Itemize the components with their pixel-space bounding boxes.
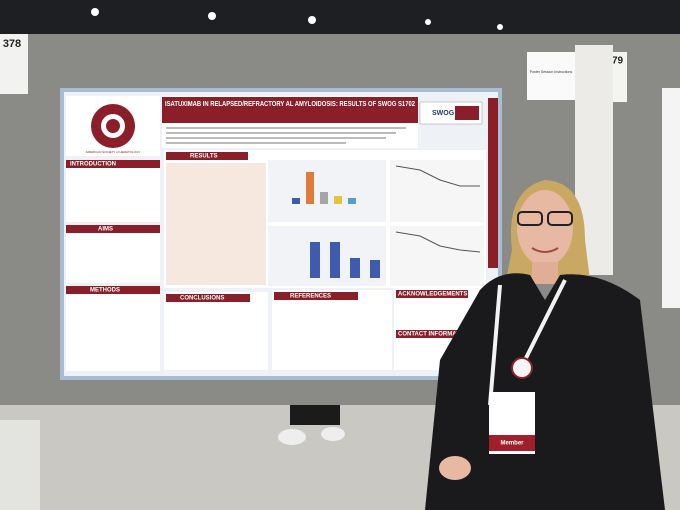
references-panel <box>272 290 392 370</box>
poster-bars <box>292 172 356 204</box>
poster-title: ISATUXIMAB IN RELAPSED/REFRACTORY AL AMY… <box>165 99 415 108</box>
passerby-legs <box>278 405 345 445</box>
left-column <box>66 160 160 371</box>
section-header: RESULTS <box>190 154 218 160</box>
poster-chart <box>268 160 386 222</box>
section-header: REFERENCES <box>290 294 331 300</box>
side-banner <box>488 98 498 268</box>
title-band <box>162 97 418 123</box>
survival-plot <box>390 226 484 286</box>
section-header: INTRODUCTION <box>70 162 116 168</box>
partner-logo: SWOG <box>432 110 455 117</box>
ceiling <box>0 0 680 40</box>
badge-ribbon <box>489 435 535 451</box>
booth-sign <box>0 34 28 94</box>
survival-plot <box>390 160 484 222</box>
section-header: CONTACT INFORMATION <box>398 332 470 338</box>
logo-text: AMERICAN SOCIETY of HEMATOLOGY <box>86 150 141 154</box>
instructions-sign <box>527 52 575 100</box>
section-header: AIMS <box>98 227 113 233</box>
section-header: METHODS <box>90 288 120 294</box>
poster-bars <box>310 242 380 278</box>
ceiling-lights <box>91 8 503 30</box>
poster-chart <box>268 226 386 286</box>
instructions-title: Poster Session Instructions <box>530 70 573 74</box>
floor-panel <box>0 420 40 510</box>
booth-number: 378 <box>3 38 21 50</box>
presenter <box>425 180 665 510</box>
conclusions-panel <box>164 292 268 370</box>
section-header: CONCLUSIONS <box>180 296 224 302</box>
next-poster <box>662 88 680 308</box>
results-table <box>166 163 266 285</box>
author-lines <box>166 127 406 144</box>
badge-ribbon-text: Member <box>500 441 524 447</box>
section-header: ACKNOWLEDGEMENTS <box>398 292 467 298</box>
